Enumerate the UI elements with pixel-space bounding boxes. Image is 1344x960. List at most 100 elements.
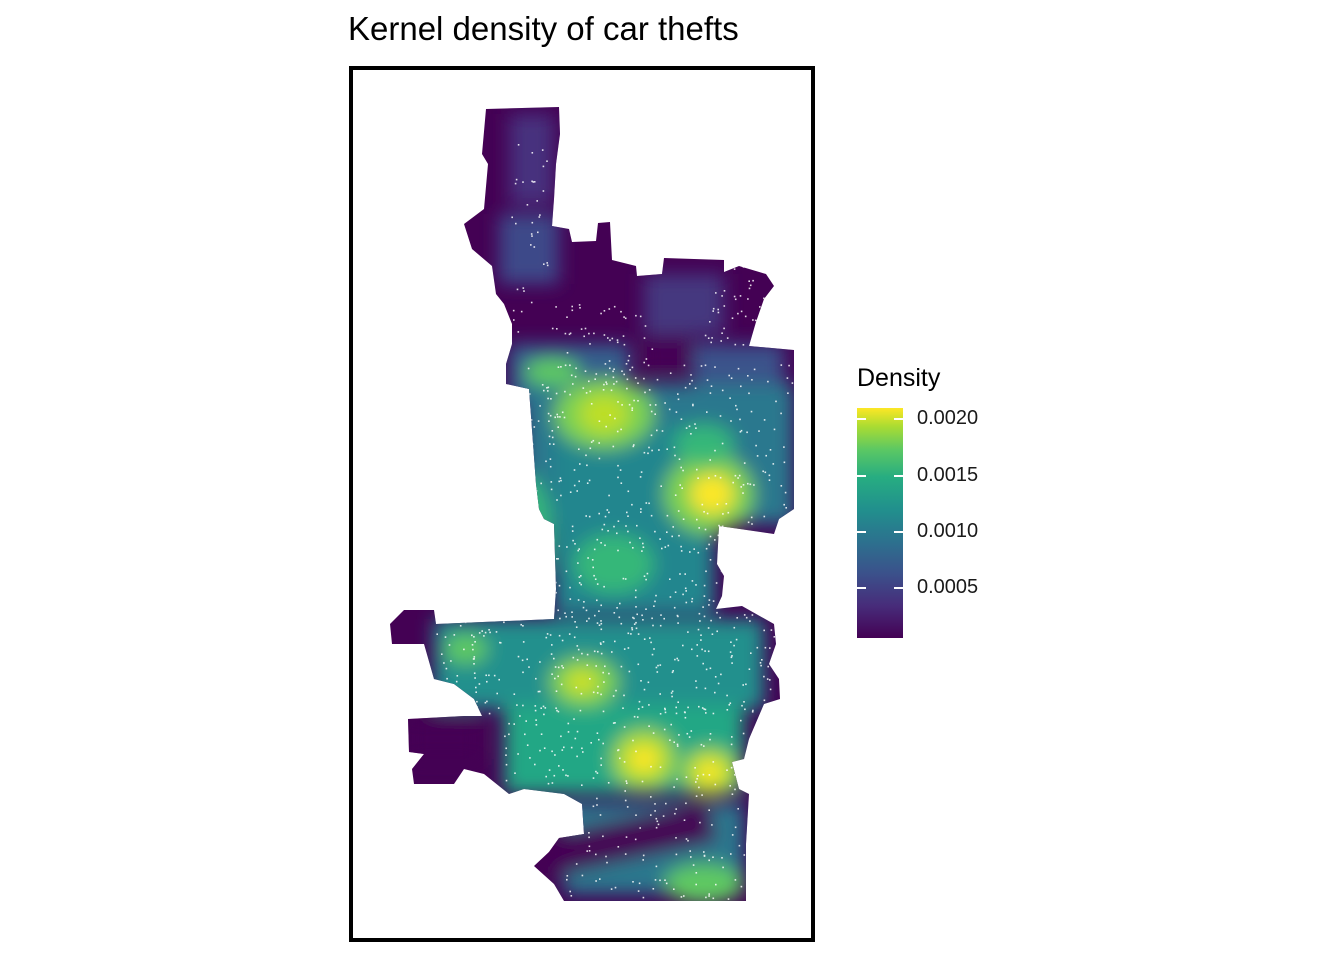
theft-point: [591, 559, 594, 561]
theft-point: [450, 660, 452, 662]
theft-point: [471, 644, 474, 646]
theft-point: [556, 413, 558, 416]
theft-point: [540, 707, 542, 709]
theft-point: [534, 795, 536, 798]
theft-point: [634, 596, 637, 599]
theft-point: [608, 511, 610, 514]
theft-point: [637, 890, 640, 892]
theft-point: [551, 644, 553, 646]
theft-point: [731, 834, 734, 836]
theft-point: [671, 535, 673, 538]
theft-point: [464, 621, 467, 624]
theft-point: [654, 803, 656, 805]
theft-point: [664, 402, 666, 404]
theft-point: [571, 305, 573, 308]
theft-point: [499, 641, 501, 644]
theft-point: [526, 744, 529, 746]
theft-point: [627, 530, 629, 533]
theft-point: [654, 530, 656, 533]
theft-point: [738, 474, 741, 477]
theft-point: [739, 431, 742, 433]
theft-point: [718, 548, 721, 551]
theft-point: [611, 337, 614, 340]
theft-point: [584, 327, 587, 330]
theft-point: [532, 181, 535, 183]
theft-point: [740, 310, 743, 313]
theft-point: [687, 839, 689, 842]
theft-point: [505, 747, 507, 750]
theft-point: [593, 332, 595, 335]
theft-point: [739, 295, 742, 297]
theft-point: [702, 662, 704, 665]
theft-point: [749, 483, 752, 486]
theft-point: [640, 680, 642, 682]
theft-point: [642, 896, 645, 899]
theft-point: [666, 448, 668, 450]
theft-point: [514, 772, 516, 774]
theft-point: [620, 622, 623, 625]
theft-point: [733, 295, 736, 298]
theft-point: [734, 826, 737, 829]
theft-point: [673, 888, 675, 890]
theft-point: [788, 364, 790, 367]
theft-point: [546, 262, 548, 264]
theft-point: [546, 264, 549, 267]
theft-point: [729, 651, 732, 653]
theft-point: [712, 600, 715, 602]
theft-point: [643, 377, 645, 380]
theft-point: [651, 653, 654, 656]
theft-point: [622, 577, 625, 580]
theft-point: [531, 235, 533, 237]
theft-point: [729, 785, 731, 787]
theft-point: [585, 392, 588, 394]
theft-point: [585, 609, 588, 612]
theft-point: [563, 416, 566, 419]
theft-point: [446, 677, 448, 680]
theft-point: [543, 389, 545, 392]
theft-point: [651, 348, 654, 350]
theft-point: [662, 815, 665, 817]
theft-point: [699, 821, 701, 824]
theft-point: [595, 665, 597, 667]
theft-point: [622, 707, 624, 709]
theft-point: [758, 430, 760, 432]
theft-point: [589, 678, 591, 680]
theft-point: [489, 631, 491, 634]
theft-point: [627, 359, 630, 362]
theft-point: [522, 181, 524, 183]
theft-point: [564, 332, 567, 335]
theft-point: [617, 549, 619, 552]
theft-point: [626, 806, 629, 808]
theft-point: [720, 560, 722, 563]
theft-point: [707, 650, 710, 653]
theft-point: [568, 633, 571, 635]
theft-point: [592, 777, 595, 779]
theft-point: [574, 543, 576, 545]
theft-point: [598, 738, 600, 741]
theft-point: [459, 690, 461, 693]
theft-point: [597, 650, 599, 653]
theft-point: [714, 691, 716, 694]
theft-point: [656, 429, 658, 432]
theft-point: [517, 144, 520, 146]
theft-point: [701, 794, 703, 796]
theft-point: [627, 647, 630, 649]
theft-point: [677, 701, 679, 703]
theft-point: [573, 469, 576, 471]
theft-point: [557, 710, 560, 713]
theft-point: [694, 387, 697, 389]
theft-point: [603, 310, 606, 312]
theft-point: [542, 190, 545, 192]
theft-point: [632, 616, 634, 619]
theft-point: [575, 367, 577, 370]
theft-point: [505, 779, 508, 782]
theft-point: [456, 675, 459, 677]
theft-point: [731, 655, 733, 657]
theft-point: [612, 445, 615, 448]
theft-point: [714, 539, 716, 541]
theft-point: [664, 708, 666, 711]
theft-point: [556, 171, 559, 174]
theft-point: [598, 457, 601, 460]
theft-point: [572, 656, 575, 659]
theft-point: [660, 485, 662, 487]
